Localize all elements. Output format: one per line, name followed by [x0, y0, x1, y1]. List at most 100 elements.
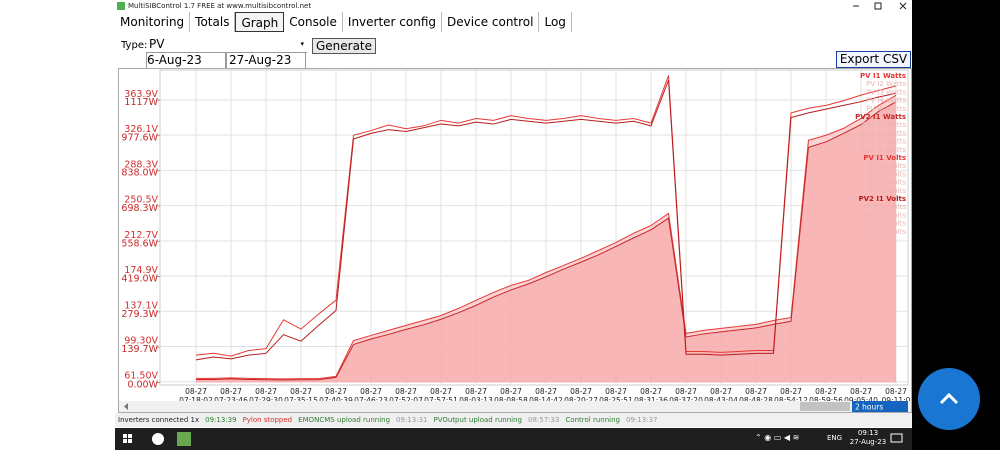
- legend-entry-muted: PV2 I2 Volts: [865, 203, 907, 211]
- series-line: [195, 80, 897, 361]
- export-button[interactable]: Export CSV: [836, 51, 911, 68]
- generate-button[interactable]: Generate: [312, 38, 376, 54]
- y2-tick-label: 1117W: [124, 97, 158, 108]
- scroll-top-button[interactable]: [918, 368, 980, 430]
- scrollbar-track: [119, 401, 911, 412]
- x-tick-line: 07:18:02: [179, 396, 213, 405]
- x-tick-line: 08-27: [780, 387, 802, 396]
- x-tick-label: 08-27 07:52:07: [389, 387, 423, 405]
- x-tick-label: 08-27 08:20:27: [564, 387, 598, 405]
- tray-icons: ⌃ ◉ ▭ ◀ ≋: [755, 433, 800, 442]
- legend-entry-muted: PV2 I4 Volts: [865, 220, 907, 228]
- x-tick-label: 08-27 07:29:30: [249, 387, 283, 405]
- clock-time: 09:13: [857, 429, 879, 437]
- series-line: [196, 94, 897, 380]
- range-label: 2 hours: [855, 403, 883, 412]
- legend-entry-muted: PV I2 Watts: [866, 80, 906, 88]
- legend-entry-muted: PV2 I4 Watts: [862, 138, 907, 146]
- x-tick-line: 08:03:13: [459, 396, 493, 405]
- date-to[interactable]: 27-Aug-23: [226, 52, 306, 69]
- x-tick-label: 08-27 07:35:15: [284, 387, 318, 405]
- x-tick-label: 08-27 09:05:40: [844, 387, 878, 405]
- area: [196, 101, 896, 383]
- tab[interactable]: Inverter config: [343, 12, 443, 32]
- y2-tick-label: 279.3W: [121, 309, 158, 320]
- scroll-left-arrow: [124, 403, 128, 410]
- x-tick-line: 08:25:51: [599, 396, 633, 405]
- x-tick-label: 08-27 08:08:58: [494, 387, 528, 405]
- x-tick-label: 08-27 08:54:12: [774, 387, 808, 405]
- legend-entry-muted: PV I3 Watts: [866, 88, 906, 96]
- tab[interactable]: Log: [539, 12, 572, 32]
- series-line: [196, 101, 897, 381]
- taskbar: ⌃ ◉ ▭ ◀ ≋ ENG 09:13 27-Aug-23: [115, 428, 912, 450]
- status-item: 09:13:37: [626, 416, 658, 424]
- status-bar: Inverters connected 1x 09:13:39 Pylon stop…: [115, 413, 912, 427]
- window-buttons[interactable]: [845, 0, 912, 12]
- x-tick-line: 08:37:20: [669, 396, 703, 405]
- x-tick-line: 08-27: [500, 387, 522, 396]
- tab[interactable]: Totals: [190, 12, 236, 32]
- taskbar-icons: [123, 432, 191, 446]
- status-item: Inverters connected 1x: [118, 416, 200, 424]
- x-tick-line: 08-27: [360, 387, 382, 396]
- status-item: 08:57:33: [528, 416, 560, 424]
- y-tick-label: 326.1V: [124, 124, 158, 135]
- x-tick-line: 08-27: [815, 387, 837, 396]
- clock: 09:13 27-Aug-23: [843, 429, 893, 447]
- x-tick-label: 08-27 07:40:39: [319, 387, 353, 405]
- legend-entry-muted: PV2 I5 Volts: [865, 228, 907, 236]
- x-tick-label: 08-27 08:37:20: [669, 387, 703, 405]
- x-tick-line: 07:57:51: [424, 396, 458, 405]
- x-tick-line: 09:05:40: [844, 396, 878, 405]
- notification-icon[interactable]: [890, 433, 904, 445]
- y2-tick-label: 0.00W: [127, 379, 158, 390]
- legend-entry-muted: PV2 I5 Watts: [862, 146, 907, 154]
- x-tick-line: 07:40:39: [319, 396, 353, 405]
- type-select[interactable]: PV ▾: [146, 37, 307, 53]
- tab[interactable]: Monitoring: [115, 12, 191, 32]
- x-tick-line: 08-27: [535, 387, 557, 396]
- date-from[interactable]: 6-Aug-23: [146, 52, 226, 69]
- y-tick-label: 363.9V: [124, 89, 158, 100]
- legend-entry-muted: PV I5 Volts: [869, 187, 906, 195]
- generate-label: Generate: [315, 39, 373, 53]
- x-tick-line: 08:59:56: [809, 396, 843, 405]
- tab[interactable]: Device control: [442, 12, 540, 32]
- x-tick-label: 08-27 08:31:36: [634, 387, 668, 405]
- x-tick-line: 08-27: [640, 387, 662, 396]
- tab[interactable]: Graph: [235, 12, 285, 32]
- y2-tick-label: 698.3W: [121, 203, 158, 214]
- x-tick-line: 07:23:46: [214, 396, 248, 405]
- window-title: MultiSIBControl 1.7 FREE at www.multisib…: [128, 2, 312, 10]
- x-tick-label: 08-27 08:59:56: [809, 387, 843, 405]
- x-tick-line: 07:52:07: [389, 396, 423, 405]
- x-tick-label: 08-27 07:46:23: [354, 387, 388, 405]
- clock-date: 27-Aug-23: [849, 438, 887, 446]
- tab[interactable]: Console: [284, 12, 343, 32]
- y-tick-label: 250.5V: [124, 195, 158, 206]
- x-tick-label: 08-27 07:57:51: [424, 387, 458, 405]
- y2-tick-label: 558.6W: [121, 238, 158, 249]
- y2-tick-label: 977.6W: [121, 132, 158, 143]
- x-tick-line: 08-27: [710, 387, 732, 396]
- x-tick-line: 08:43:04: [704, 396, 738, 405]
- y-tick-label: 137.1V: [124, 300, 158, 311]
- export-label: Export CSV: [839, 52, 908, 66]
- y-tick-label: 174.9V: [124, 265, 158, 276]
- x-tick-line: 08-27: [675, 387, 697, 396]
- legend-entry: PV2 I1 Volts: [858, 195, 906, 203]
- x-tick-line: 08:31:36: [634, 396, 668, 405]
- x-tick-line: 08-27: [395, 387, 417, 396]
- x-tick-label: 08-27 08:43:04: [704, 387, 738, 405]
- x-tick-label: 08-27 07:18:02: [179, 387, 213, 405]
- status-item: 09:13:39: [205, 416, 237, 424]
- language: ENG: [827, 434, 843, 442]
- y2-tick-label: 838.0W: [121, 168, 158, 179]
- legend-entry-muted: PV I3 Volts: [869, 170, 906, 178]
- x-tick-line: 08-27: [570, 387, 592, 396]
- legend-entry-muted: PV2 I3 Volts: [865, 211, 907, 219]
- x-tick-line: 08-27: [255, 387, 277, 396]
- y-tick-label: 61.50V: [124, 371, 158, 382]
